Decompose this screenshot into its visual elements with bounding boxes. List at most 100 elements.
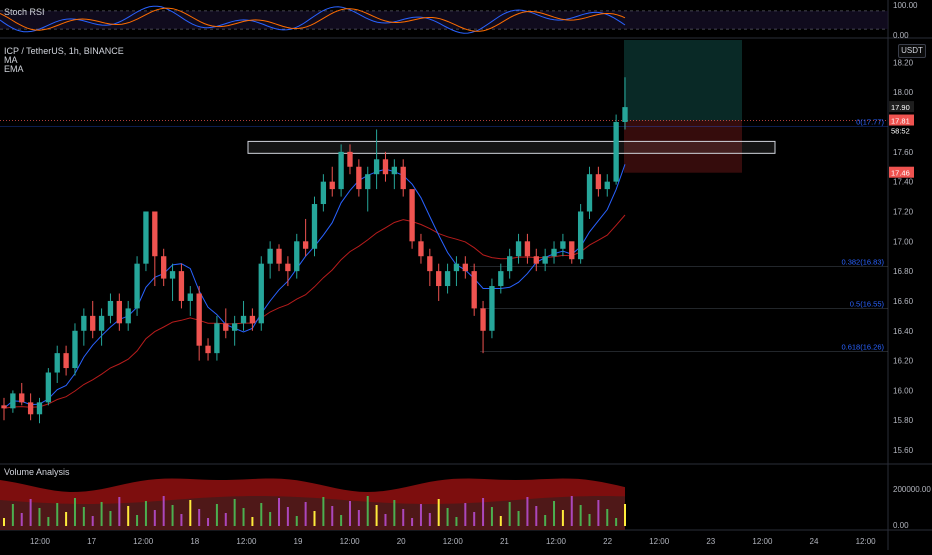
- volume-bar: [375, 505, 378, 526]
- candle-body: [143, 211, 149, 264]
- price-tag-current-bg: [889, 101, 914, 113]
- volume-bar: [544, 515, 547, 526]
- candle-body: [187, 293, 193, 301]
- candle-body: [98, 315, 105, 331]
- volume-bar: [295, 516, 298, 526]
- volume-bar: [269, 512, 272, 526]
- volume-bar: [402, 509, 405, 526]
- time-tick-label: 19: [294, 537, 303, 546]
- volume-bar: [136, 515, 139, 526]
- time-tick-label: 18: [190, 537, 199, 546]
- volume-bar: [144, 501, 147, 526]
- volume-bar: [579, 505, 582, 526]
- volume-bar: [411, 518, 414, 526]
- volume-bar: [517, 511, 520, 526]
- volume-bar: [118, 497, 121, 526]
- volume-bar: [455, 517, 458, 526]
- currency-badge[interactable]: USDT: [898, 44, 926, 58]
- candle-body: [214, 323, 220, 354]
- rsi-tick-100: 100.00: [893, 1, 918, 10]
- candle-body: [391, 166, 398, 175]
- volume-bar: [553, 501, 556, 526]
- candle-body: [19, 393, 25, 403]
- volume-bar: [437, 499, 440, 526]
- candle-body: [551, 248, 557, 257]
- volume-bar: [82, 507, 85, 526]
- volume-bar: [357, 510, 360, 526]
- volume-bar: [56, 503, 59, 526]
- volume-bar: [198, 509, 201, 526]
- volume-bar: [127, 506, 130, 526]
- take-profit-zone: [624, 40, 742, 121]
- volume-bar: [20, 513, 23, 526]
- volume-bar: [428, 513, 431, 526]
- candle-body: [604, 181, 610, 190]
- candle-body: [471, 271, 477, 309]
- volume-bar: [11, 504, 14, 526]
- symbol-legend: ICP / TetherUS, 1h, BINANCE MA EMA: [4, 47, 124, 74]
- candle-body: [294, 241, 300, 272]
- candle-body: [231, 323, 238, 331]
- rsi-legend: Stoch RSI: [4, 8, 45, 17]
- volume-bar: [73, 498, 76, 526]
- candle-body: [400, 166, 406, 190]
- volume-bar: [207, 518, 210, 526]
- candle-body: [453, 263, 460, 272]
- candle-body: [409, 189, 415, 242]
- price-tick-label: 16.00: [893, 386, 914, 395]
- candle-body: [436, 271, 442, 287]
- price-tick-label: 17.20: [893, 207, 914, 216]
- candle-body: [365, 174, 371, 190]
- candle-body: [107, 300, 114, 316]
- volume-bar: [490, 507, 493, 526]
- candle-body: [10, 393, 16, 409]
- price-tag-stop-bg: [889, 166, 914, 178]
- candle-body: [462, 263, 468, 272]
- volume-bar: [597, 500, 600, 526]
- time-tick-label: 23: [706, 537, 715, 546]
- volume-bar: [322, 497, 325, 526]
- volume-bar: [313, 511, 316, 526]
- candle-body: [54, 353, 60, 373]
- volume-bar: [171, 505, 174, 526]
- time-tick-label: 12:00: [340, 537, 361, 546]
- price-tick-label: 17.00: [893, 237, 914, 246]
- candle-body: [223, 323, 229, 331]
- candle-body: [542, 256, 548, 264]
- time-tick-label: 20: [397, 537, 406, 546]
- volume-bar: [499, 516, 502, 526]
- candle-body: [515, 241, 522, 257]
- stoch-k-line: [0, 5, 626, 34]
- price-tick-label: 15.80: [893, 416, 914, 425]
- volume-bar: [38, 508, 41, 526]
- volume-bar: [260, 503, 263, 526]
- resistance-zone: [247, 140, 776, 154]
- price-tag-countdown: 58:52: [891, 127, 910, 136]
- fib-level-label: 0(17.77): [856, 117, 884, 126]
- volume-label: Volume Analysis: [4, 467, 70, 477]
- price-tick-label: 16.60: [893, 297, 914, 306]
- candle-body: [373, 159, 380, 175]
- volume-bar: [286, 507, 289, 526]
- price-tick-label: 17.40: [893, 178, 914, 187]
- price-tag-stop: 17.46: [891, 169, 910, 178]
- price-tick-label: 16.40: [893, 327, 914, 336]
- volume-bar: [446, 508, 449, 526]
- price-tick-label: 18.20: [893, 58, 914, 67]
- candle-body: [560, 241, 566, 249]
- volume-bar: [180, 514, 183, 526]
- candle-body: [622, 107, 628, 123]
- time-tick-label: 12:00: [443, 537, 464, 546]
- volume-tick-200k: 200000.00: [893, 485, 931, 494]
- volume-legend: Volume Analysis: [4, 468, 70, 477]
- volume-bar: [508, 502, 511, 526]
- candle-body: [338, 151, 344, 190]
- ma-label: MA: [4, 55, 18, 65]
- candle-body: [249, 315, 256, 324]
- time-tick-label: 17: [87, 537, 96, 546]
- volume-bar: [331, 506, 334, 526]
- volume-bar: [624, 504, 626, 526]
- volume-bar: [482, 498, 485, 526]
